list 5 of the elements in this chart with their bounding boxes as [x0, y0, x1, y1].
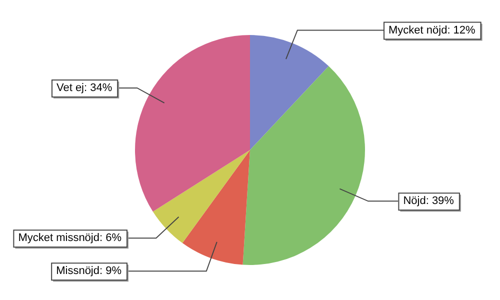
- slice-label: Mycket nöjd: 12%: [388, 24, 476, 36]
- slice-label: Vet ej: 34%: [56, 82, 112, 94]
- slice-label: Nöjd: 39%: [403, 195, 454, 208]
- slice-label: Mycket missnöjd: 6%: [18, 232, 122, 244]
- slice-label: Missnöjd: 9%: [56, 265, 122, 278]
